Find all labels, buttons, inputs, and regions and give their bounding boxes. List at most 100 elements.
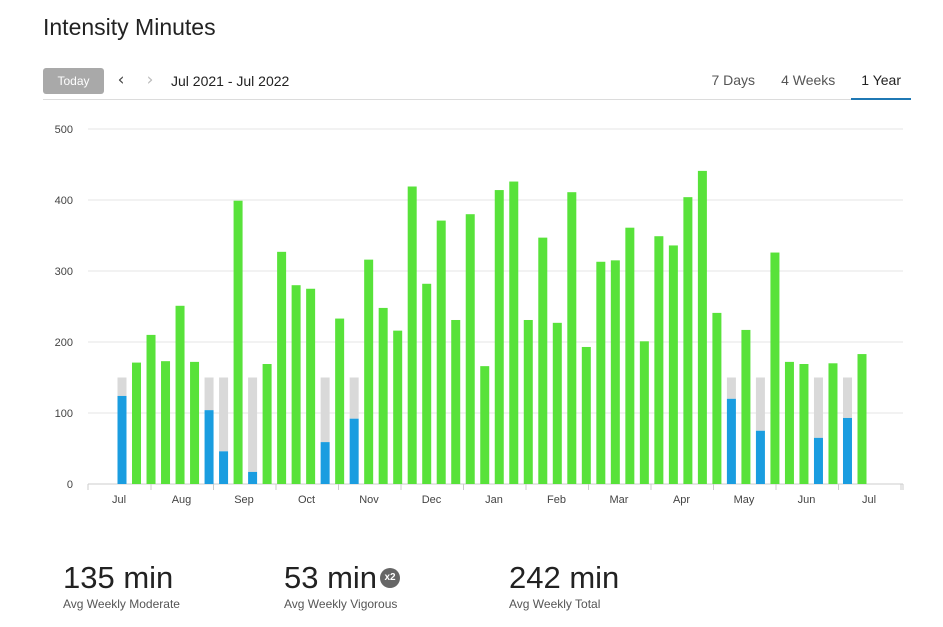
page-title: Intensity Minutes xyxy=(43,14,216,40)
bar-goal-met xyxy=(146,334,156,484)
multiplier-badge: x2 xyxy=(380,568,401,588)
bar-below-goal xyxy=(320,442,330,484)
bar-goal-met xyxy=(132,362,142,484)
stat-vigorous-label: Avg Weekly Vigorous xyxy=(284,597,398,611)
bar-goal-met xyxy=(857,354,867,484)
bar-goal-met xyxy=(712,312,722,484)
bar-goal-met xyxy=(306,288,316,484)
bar-goal-met xyxy=(451,319,461,484)
bar-goal-remainder xyxy=(349,377,359,419)
tab-7-days[interactable]: 7 Days xyxy=(711,72,756,88)
bar-goal-remainder xyxy=(726,377,736,399)
tab-1-year[interactable]: 1 Year xyxy=(851,67,911,100)
bar-goal-met xyxy=(567,192,577,484)
bar-goal-met xyxy=(799,364,809,484)
y-tick-label: 200 xyxy=(55,337,73,349)
bar-goal-met xyxy=(393,330,403,484)
y-tick-label: 400 xyxy=(55,195,73,207)
bar-goal-remainder xyxy=(248,377,258,472)
bar-goal-met xyxy=(465,214,475,484)
bar-goal-remainder xyxy=(117,377,127,396)
bar-goal-met xyxy=(552,322,562,484)
y-tick-label: 100 xyxy=(55,408,73,420)
bar-below-goal xyxy=(842,417,852,484)
bar-goal-remainder xyxy=(320,377,330,443)
bar-below-goal xyxy=(219,451,229,484)
stat-total-label: Avg Weekly Total xyxy=(509,597,601,611)
bar-goal-met xyxy=(683,197,693,484)
today-button[interactable]: Today xyxy=(43,68,104,94)
x-tick-label: Nov xyxy=(359,494,379,506)
bar-goal-met xyxy=(581,346,591,484)
chevron-left-icon[interactable]: ‹ xyxy=(111,69,131,91)
bar-below-goal xyxy=(349,418,359,484)
bar-goal-met xyxy=(378,307,388,484)
stat-moderate-label: Avg Weekly Moderate xyxy=(63,597,180,611)
stat-total-value: 242 min xyxy=(509,560,620,595)
chevron-right-icon[interactable]: › xyxy=(140,69,160,91)
stat-vigorous: 53 min x2 Avg Weekly Vigorous xyxy=(284,560,401,611)
x-tick-label: Dec xyxy=(422,494,442,506)
stats-summary: 135 min Avg Weekly Moderate 53 min x2 Avg… xyxy=(63,560,863,620)
x-tick-label: Jun xyxy=(798,494,816,506)
y-tick-label: 0 xyxy=(67,479,73,491)
bar-goal-met xyxy=(335,318,345,484)
bar-below-goal xyxy=(117,395,127,484)
bar-goal-met xyxy=(538,237,548,484)
date-toolbar: Today ‹ › Jul 2021 - Jul 2022 7 Days 4 W… xyxy=(43,67,911,100)
stat-moderate: 135 min Avg Weekly Moderate xyxy=(63,560,180,611)
x-tick-label: Oct xyxy=(298,494,315,506)
bar-goal-met xyxy=(741,329,751,484)
bar-goal-met xyxy=(639,341,649,484)
bar-goal-remainder xyxy=(842,377,852,418)
bar-goal-met xyxy=(654,236,664,484)
bar-goal-met xyxy=(262,364,272,484)
stat-moderate-value: 135 min xyxy=(63,560,174,595)
bar-goal-met xyxy=(291,285,301,484)
x-tick-label: Jul xyxy=(862,494,876,506)
bar-goal-met xyxy=(407,186,417,484)
bar-goal-remainder xyxy=(755,377,765,431)
date-range-label: Jul 2021 - Jul 2022 xyxy=(171,73,290,89)
bar-goal-remainder xyxy=(204,377,214,411)
bar-goal-met xyxy=(596,261,606,484)
bar-goal-met xyxy=(190,361,200,484)
bar-goal-met xyxy=(436,220,446,484)
bar-goal-met xyxy=(523,319,533,484)
range-tabs: 7 Days 4 Weeks 1 Year xyxy=(695,67,911,100)
bar-goal-met xyxy=(175,305,185,484)
x-tick-label: Jul xyxy=(112,494,126,506)
bar-goal-met xyxy=(784,361,794,484)
x-tick-label: Sep xyxy=(234,494,254,506)
bar-goal-met xyxy=(161,361,171,484)
x-tick-label: Aug xyxy=(172,494,192,506)
bar-goal-met xyxy=(494,190,504,484)
bar-goal-met xyxy=(770,252,780,484)
bar-goal-met xyxy=(233,200,243,484)
bar-goal-met xyxy=(828,363,838,484)
bar-goal-remainder xyxy=(813,377,823,438)
bar-goal-met xyxy=(610,260,620,484)
x-tick-label: Apr xyxy=(673,494,690,506)
bar-goal-met xyxy=(364,259,374,484)
bar-below-goal xyxy=(204,410,214,484)
bar-goal-met xyxy=(509,181,519,484)
bar-below-goal xyxy=(726,398,736,484)
y-tick-label: 300 xyxy=(55,266,73,278)
stat-vigorous-number: 53 min xyxy=(284,560,378,595)
bar-below-goal xyxy=(248,471,258,484)
x-tick-label: Mar xyxy=(610,494,629,506)
x-tick-label: Feb xyxy=(547,494,566,506)
tab-4-weeks[interactable]: 4 Weeks xyxy=(781,72,836,88)
x-tick-label: May xyxy=(734,494,755,506)
bar-goal-met xyxy=(480,366,490,484)
bar-goal-met xyxy=(625,227,635,484)
stat-vigorous-value: 53 min x2 xyxy=(284,560,401,596)
x-tick-label: Jan xyxy=(485,494,503,506)
bar-goal-met xyxy=(277,251,287,484)
bar-below-goal xyxy=(813,437,823,484)
intensity-minutes-chart: 0 100 200 300 400 500 Jul Aug Sep Oct Nov Dec Jan Feb… xyxy=(55,124,904,506)
bar-goal-met xyxy=(697,170,707,484)
bar-below-goal xyxy=(755,430,765,484)
bar-goal-met xyxy=(668,245,678,484)
